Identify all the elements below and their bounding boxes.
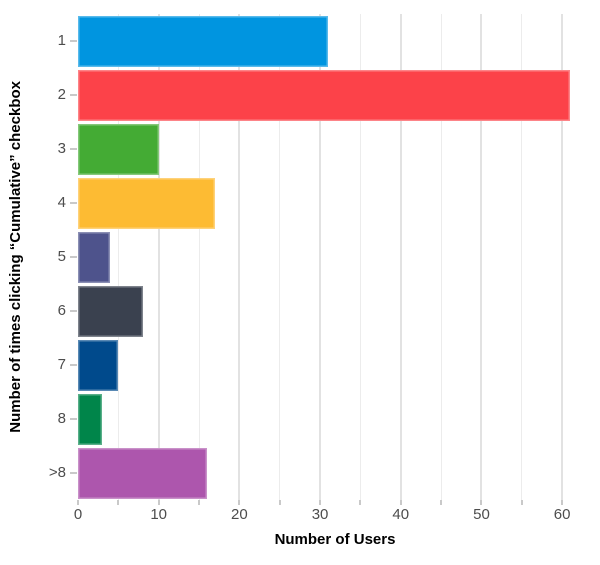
x-tick bbox=[238, 500, 241, 505]
y-tick bbox=[70, 256, 77, 258]
x-tick-label: 20 bbox=[231, 506, 248, 523]
x-tick bbox=[77, 500, 79, 505]
plot-panel bbox=[78, 14, 592, 500]
y-tick-label: 7 bbox=[57, 356, 66, 373]
gridline-minor bbox=[521, 14, 523, 500]
y-tick-label: 3 bbox=[57, 140, 66, 157]
bar->8 bbox=[78, 447, 208, 499]
y-tick-label: 5 bbox=[57, 248, 66, 265]
gridline-major bbox=[480, 14, 483, 500]
x-tick bbox=[319, 500, 322, 505]
y-tick bbox=[70, 310, 77, 312]
y-tick-label: 2 bbox=[57, 86, 66, 103]
y-tick bbox=[70, 364, 77, 366]
x-tick bbox=[440, 500, 443, 505]
x-tick bbox=[359, 500, 362, 505]
gridline-major bbox=[319, 14, 322, 500]
bar-1 bbox=[78, 15, 329, 67]
y-tick bbox=[70, 472, 77, 474]
y-tick bbox=[70, 202, 77, 204]
x-tick bbox=[198, 500, 201, 505]
y-tick bbox=[70, 94, 77, 96]
y-tick-label: >8 bbox=[48, 464, 66, 481]
x-tick bbox=[117, 500, 120, 505]
x-tick bbox=[278, 500, 281, 505]
y-tick-label: 1 bbox=[57, 32, 66, 49]
x-tick bbox=[157, 500, 160, 505]
x-tick bbox=[520, 500, 523, 505]
bar-8 bbox=[78, 393, 103, 445]
gridline-major bbox=[561, 14, 564, 500]
x-tick-label: 50 bbox=[473, 506, 490, 523]
x-tick-label: 60 bbox=[553, 506, 571, 523]
y-tick bbox=[70, 148, 77, 150]
y-tick bbox=[70, 40, 77, 42]
gridline-minor bbox=[117, 14, 119, 500]
y-tick-label: 4 bbox=[57, 194, 66, 211]
x-tick-label: 0 bbox=[73, 506, 83, 523]
bar-7 bbox=[78, 339, 119, 391]
x-tick bbox=[480, 500, 483, 505]
bar-3 bbox=[78, 123, 159, 175]
gridline-minor bbox=[198, 14, 200, 500]
y-tick-label: 6 bbox=[57, 302, 66, 319]
y-tick bbox=[70, 418, 77, 420]
y-tick-label: 8 bbox=[57, 410, 66, 427]
x-tick-label: 30 bbox=[311, 506, 329, 523]
gridline-minor bbox=[359, 14, 361, 500]
bar-4 bbox=[78, 177, 216, 229]
x-tick bbox=[561, 500, 564, 505]
gridline-minor bbox=[279, 14, 281, 500]
x-tick bbox=[399, 500, 402, 505]
x-axis-title: Number of Users bbox=[274, 531, 396, 548]
gridline-minor bbox=[440, 14, 442, 500]
x-tick-label: 10 bbox=[150, 506, 168, 523]
gridline-major bbox=[238, 14, 241, 500]
gridline-major bbox=[157, 14, 160, 500]
bar-2 bbox=[78, 69, 571, 121]
gridline-major bbox=[399, 14, 402, 500]
bar-5 bbox=[78, 231, 111, 283]
bar-6 bbox=[78, 285, 143, 337]
x-tick-label: 40 bbox=[392, 506, 410, 523]
